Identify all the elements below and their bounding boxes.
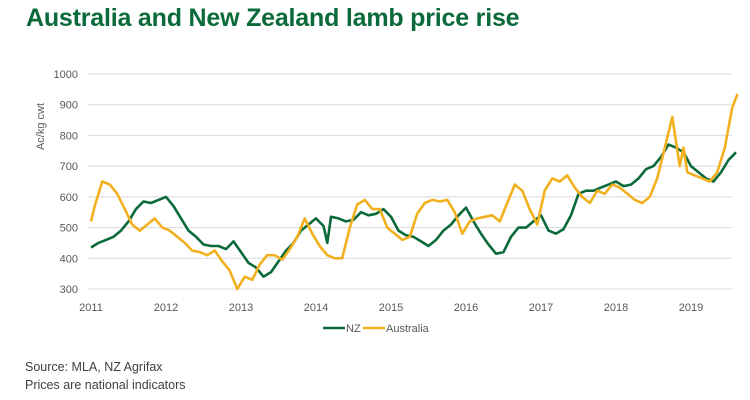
y-axis-ticks: 300 400 500 600 700 800 900 1000 xyxy=(54,69,78,296)
y-tick-label: 800 xyxy=(60,130,78,142)
y-tick-label: 700 xyxy=(60,161,78,173)
source-note: Source: MLA, NZ Agrifax xyxy=(25,360,163,374)
x-tick-label: 2016 xyxy=(454,302,478,314)
series-line-australia xyxy=(89,93,739,291)
series-line-nz xyxy=(90,143,737,279)
x-tick-label: 2012 xyxy=(154,302,178,314)
series-lines xyxy=(89,93,739,291)
x-tick-label: 2015 xyxy=(379,302,403,314)
x-tick-label: 2013 xyxy=(229,302,253,314)
x-tick-label: 2014 xyxy=(304,302,328,314)
y-tick-label: 600 xyxy=(60,192,78,204)
legend-label-nz: NZ xyxy=(346,323,361,335)
y-tick-label: 1000 xyxy=(54,69,78,81)
prices-note: Prices are national indicators xyxy=(25,378,186,392)
y-tick-label: 900 xyxy=(60,100,78,112)
x-tick-label: 2017 xyxy=(529,302,553,314)
footer-notes: Source: MLA, NZ Agrifax Prices are natio… xyxy=(25,358,186,394)
y-axis-label: Ac/kg cwt xyxy=(35,103,47,150)
y-tick-label: 500 xyxy=(60,223,78,235)
x-tick-label: 2018 xyxy=(604,302,628,314)
y-tick-label: 300 xyxy=(60,284,78,296)
x-tick-label: 2011 xyxy=(79,302,103,314)
y-tick-label: 400 xyxy=(60,253,78,265)
gridlines xyxy=(88,73,732,290)
legend: NZ Australia xyxy=(323,323,430,335)
x-axis-ticks: 2011 2012 2013 2014 2015 2016 2017 2018 2019 xyxy=(79,302,703,314)
legend-label-australia: Australia xyxy=(386,323,430,335)
chart-title: Australia and New Zealand lamb price ris… xyxy=(26,4,520,32)
x-tick-label: 2019 xyxy=(679,302,703,314)
